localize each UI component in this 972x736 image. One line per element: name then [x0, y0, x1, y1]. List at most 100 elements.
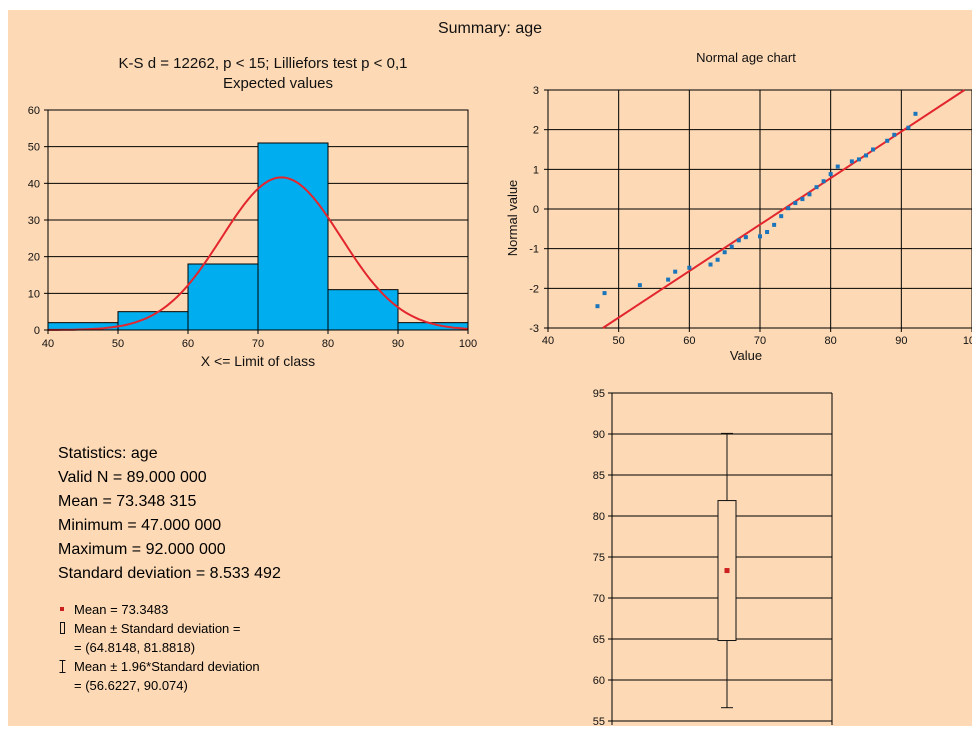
normal-chart-y-tick-label: 2: [533, 125, 539, 137]
histogram-y-tick-label: 0: [34, 325, 40, 337]
box-plot-y-tick-label: 75: [593, 552, 605, 564]
legend-sd-line2: = (64.8148, 81.8818): [74, 640, 196, 655]
normal-chart-point: [708, 262, 713, 267]
box-rectangle-icon: [60, 622, 65, 634]
histogram-expected-curve: [48, 176, 469, 331]
legend-ci-values-row: = (56.6227, 90.074): [58, 676, 260, 695]
normal-chart-point: [885, 138, 890, 143]
box-plot-y-tick-label: 95: [593, 388, 605, 400]
histogram-subtitle: Expected values: [223, 75, 333, 92]
normal-chart-x-axis-label: Value: [730, 348, 762, 363]
box-plot-legend: Mean = 73.3483 Mean ± Standard deviation…: [58, 600, 260, 695]
normal-chart-point: [835, 164, 840, 169]
normal-chart-point: [906, 125, 911, 130]
histogram-x-ticks: 40 50 60 70 80 90 100: [42, 330, 477, 350]
normal-chart-point: [715, 257, 720, 262]
statistics-standard-deviation: Standard deviation = 8.533 492: [58, 565, 281, 582]
normal-chart-point: [849, 159, 854, 164]
normal-chart-point: [786, 206, 791, 211]
box-plot-y-tick-label: 85: [593, 470, 605, 482]
histogram-y-tick-label: 60: [28, 105, 40, 117]
normal-chart-x-tick-label: 70: [754, 335, 766, 347]
statistics-title: Statistics: age: [58, 445, 158, 462]
normal-chart-point: [687, 265, 692, 270]
normal-chart-point: [666, 277, 671, 282]
histogram-x-tick-label: 70: [252, 338, 264, 350]
normal-chart-y-tick-label: 1: [533, 164, 539, 176]
normal-chart-point: [807, 192, 812, 197]
histogram-y-tick-label: 20: [28, 252, 40, 264]
histogram-y-ticks: 0 10 20 30 40 50 60: [28, 105, 48, 337]
legend-mean: Mean = 73.3483: [74, 602, 169, 617]
normal-chart-x-ticks: 40 50 60 70 80 90 100: [542, 328, 972, 347]
normal-chart-point: [637, 283, 642, 288]
histogram-chart: K-S d = 12262, p < 15; Lilliefors test p…: [28, 55, 477, 369]
normal-chart-x-tick-label: 60: [683, 335, 695, 347]
normal-chart-y-tick-label: 0: [533, 204, 539, 216]
normal-chart-point: [892, 132, 897, 137]
histogram-x-tick-label: 80: [322, 338, 334, 350]
box-plot-y-ticks: 55 60 65 70 75 80 85 90 95: [593, 388, 612, 725]
normal-chart-point: [856, 157, 861, 162]
box-plot-axes: [611, 392, 833, 725]
normal-chart-y-tick-label: -2: [529, 283, 539, 295]
main-title: Summary: age: [437, 20, 543, 37]
normal-chart-point: [758, 234, 762, 239]
normal-probability-chart: Normal age chart -3 -2 -1 0 1 2 3 40 50 60 70 80 90…: [505, 50, 972, 363]
normal-chart-x-tick-label: 100: [963, 335, 972, 347]
box-plot-y-tick-label: 70: [593, 593, 605, 605]
box-plot-y-tick-label: 65: [593, 634, 605, 646]
histogram-title: K-S d = 12262, p < 15; Lilliefors test p…: [119, 55, 408, 72]
histogram-x-axis-label: X <= Limit of class: [201, 353, 315, 369]
normal-chart-x-tick-label: 80: [825, 335, 837, 347]
normal-reference-line: [602, 89, 966, 329]
legend-sd-row: Mean ± Standard deviation =: [58, 619, 260, 638]
statistics-mean: Mean = 73.348 315: [58, 493, 197, 510]
legend-mean-row: Mean = 73.3483: [58, 600, 260, 619]
normal-chart-point: [779, 214, 784, 219]
statistics-block: Statistics: age Valid N = 89.000 000 Mea…: [58, 442, 281, 586]
normal-chart-point: [793, 201, 798, 206]
normal-chart-point: [828, 172, 833, 177]
box-plot-chart: 55 60 65 70 75 80 85 90 95: [593, 388, 833, 725]
box-plot-y-tick-label: 90: [593, 429, 605, 441]
histogram-x-tick-label: 90: [392, 338, 404, 350]
normal-chart-points: [595, 111, 918, 309]
legend-sd-line1: Mean ± Standard deviation =: [74, 621, 241, 636]
box-plot-y-tick-label: 60: [593, 675, 605, 687]
histogram-y-tick-label: 30: [28, 215, 40, 227]
legend-ci-row: Mean ± 1.96*Standard deviation: [58, 657, 260, 676]
normal-chart-point: [722, 250, 727, 255]
histogram-x-tick-label: 60: [182, 338, 194, 350]
histogram-y-tick-label: 10: [28, 288, 40, 300]
normal-chart-point: [864, 153, 868, 158]
statistics-maximum: Maximum = 92.000 000: [58, 541, 226, 558]
normal-chart-point: [913, 111, 918, 116]
normal-chart-y-tick-label: -3: [529, 323, 539, 335]
normal-chart-y-axis-label: Normal value: [505, 180, 520, 257]
normal-chart-x-tick-label: 50: [613, 335, 625, 347]
histogram-y-tick-label: 40: [28, 178, 40, 190]
whisker-icon: [59, 660, 66, 673]
normal-chart-point: [595, 304, 600, 309]
normal-chart-point: [821, 179, 826, 184]
normal-chart-point: [871, 147, 876, 152]
normal-chart-y-ticks: -3 -2 -1 0 1 2 3: [529, 85, 548, 335]
normal-chart-point: [602, 291, 607, 296]
box-plot-mean-marker: [724, 568, 730, 574]
statistics-minimum: Minimum = 47.000 000: [58, 517, 222, 534]
normal-chart-point: [743, 235, 748, 240]
box-plot-y-tick-label: 55: [593, 716, 605, 725]
statistics-valid-n: Valid N = 89.000 000: [58, 469, 207, 486]
normal-chart-point: [800, 197, 805, 202]
normal-chart-point: [765, 230, 770, 235]
normal-chart-point: [736, 238, 741, 243]
histogram-x-tick-label: 100: [459, 338, 477, 350]
normal-chart-point: [673, 269, 678, 274]
normal-chart-y-tick-label: 3: [533, 85, 539, 97]
box-plot-y-tick-label: 80: [593, 511, 605, 523]
normal-chart-point: [729, 244, 734, 249]
legend-ci-line1: Mean ± 1.96*Standard deviation: [74, 659, 260, 674]
histogram-x-tick-label: 50: [112, 338, 124, 350]
histogram-bar: [327, 289, 399, 331]
